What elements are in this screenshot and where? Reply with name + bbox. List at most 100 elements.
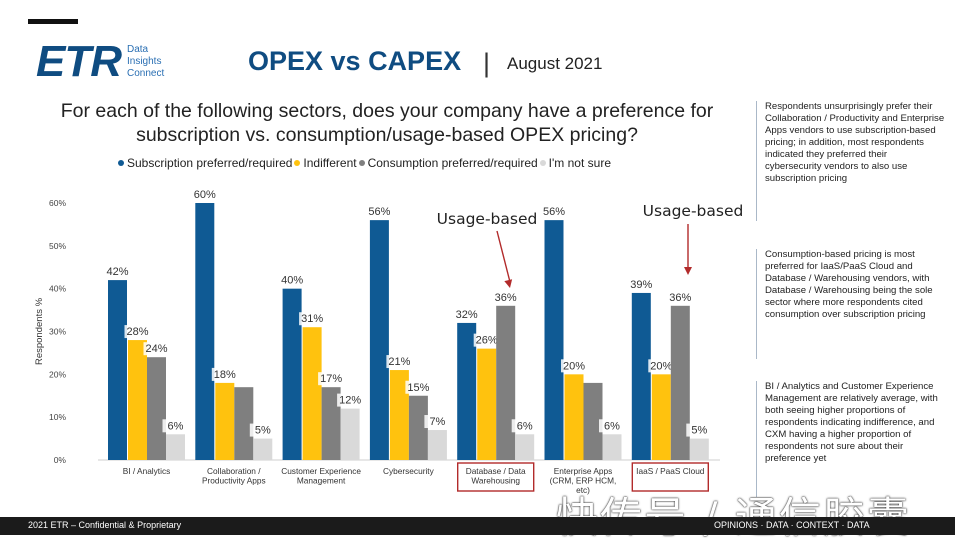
legend-item: Subscription preferred/required (118, 156, 292, 170)
legend-swatch (358, 160, 365, 166)
bar-consumption-preferred-required (234, 387, 254, 460)
data-label: 24% (145, 343, 167, 355)
data-label: 12% (339, 395, 361, 407)
data-label: 39% (630, 279, 652, 291)
data-label-bg (453, 307, 480, 321)
bar-i-m-not-sure (340, 408, 360, 460)
legend-swatch (294, 160, 301, 166)
bar-i-m-not-sure (689, 438, 709, 460)
data-label: 6% (168, 420, 184, 432)
y-tick-label: 20% (49, 369, 66, 379)
bar-subscription-preferred-required (195, 203, 215, 460)
data-label: 26% (476, 335, 498, 347)
data-label-bg (104, 265, 131, 279)
data-label: 6% (517, 420, 533, 432)
data-label-bg (628, 277, 655, 291)
data-label-bg (599, 419, 625, 433)
usage-based-annotation: Usage-based (437, 210, 538, 228)
etr-logo: ETR Data Insights Connect (36, 40, 164, 84)
footer-bar (0, 517, 955, 535)
bar-indifferent (215, 382, 235, 460)
data-label-bg (162, 419, 189, 433)
category-label: Collaboration / (207, 466, 261, 476)
bar-subscription-preferred-required (544, 220, 564, 460)
category-label: (CRM, ERP HCM, (550, 476, 617, 486)
data-label: 18% (214, 369, 236, 381)
annotation-arrow-shaft (496, 230, 511, 283)
y-tick-label: 0% (54, 455, 67, 465)
legend-swatch (539, 160, 546, 166)
data-label-bg (473, 333, 500, 347)
note-subscription: Respondents unsurprisingly prefer their … (756, 101, 945, 221)
grouped-bar-chart: 0% 10% 20% 30% 40% 50% 60% Respondents % 42% 28% 2… (34, 188, 743, 495)
bar-indifferent (302, 327, 322, 460)
data-label: 32% (456, 309, 478, 321)
category-highlight-box (457, 462, 535, 492)
bar-consumption-preferred-required (147, 357, 166, 460)
annotation-arrow-head (684, 267, 692, 275)
slide-date: August 2021 (507, 54, 603, 73)
data-label: 36% (669, 292, 691, 304)
y-tick-label: 40% (49, 284, 66, 294)
bar-subscription-preferred-required (457, 322, 477, 460)
legend-item: I'm not sure (539, 156, 611, 170)
bar-indifferent (651, 374, 671, 460)
bar-subscription-preferred-required (282, 288, 302, 460)
data-label: 40% (281, 275, 303, 287)
bar-i-m-not-sure (602, 434, 622, 460)
y-tick-label: 10% (49, 412, 66, 422)
category-label: Productivity Apps (202, 476, 266, 486)
note-average: BI / Analytics and Customer Experience M… (756, 381, 945, 497)
data-label: 20% (563, 360, 585, 372)
data-label-bg (424, 415, 451, 429)
logo-wordmark: ETR (36, 37, 122, 86)
category-label: Database / Data (466, 466, 526, 476)
bar-i-m-not-sure (253, 438, 273, 460)
logo-tagline-line: Connect (127, 68, 165, 79)
data-label: 56% (543, 206, 565, 218)
bar-consumption-preferred-required (321, 387, 341, 460)
data-label-bg (279, 273, 306, 287)
legend-item: Indifferent (294, 156, 357, 170)
legend-label: Subscription preferred/required (127, 156, 293, 170)
data-label-bg (124, 325, 151, 339)
category-label: BI / Analytics (123, 466, 171, 476)
y-axis-title: Respondents % (34, 297, 45, 365)
data-label: 5% (255, 425, 271, 437)
logo-tagline: Data Insights Connect (127, 44, 164, 80)
bar-consumption-preferred-required (670, 305, 690, 460)
category-label: Cybersecurity (383, 466, 435, 476)
title-separator: | (483, 48, 491, 78)
bar-indifferent (564, 374, 584, 460)
bar-indifferent (128, 340, 147, 460)
data-label-bg (143, 342, 170, 356)
data-label: 56% (368, 206, 390, 218)
note-consumption: Consumption-based pricing is most prefer… (756, 249, 945, 359)
bar-subscription-preferred-required (631, 292, 651, 460)
data-label: 42% (106, 266, 128, 278)
data-label-bg (318, 372, 345, 386)
y-tick-label: 60% (49, 198, 66, 208)
bar-indifferent (477, 348, 497, 460)
data-label: 28% (126, 326, 148, 338)
survey-question: For each of the following sectors, does … (60, 100, 714, 146)
top-accent-bar (28, 19, 78, 24)
data-label-bg (511, 419, 538, 433)
footer-tagline: OPINIONS · DATA · CONTEXT · DATA (714, 520, 870, 530)
data-label-bg (337, 393, 364, 407)
data-label: 15% (407, 382, 429, 394)
data-label: 36% (495, 292, 517, 304)
data-label-bg (648, 359, 675, 373)
data-label: 20% (650, 360, 672, 372)
data-label: 6% (604, 420, 620, 432)
data-label-bg (191, 188, 218, 201)
data-label-bg (366, 205, 393, 219)
annotation-arrow-head (504, 279, 513, 288)
bar-subscription-preferred-required (108, 280, 127, 460)
data-label: 7% (429, 416, 445, 428)
data-label: 21% (388, 356, 410, 368)
data-label-bg (667, 290, 694, 304)
category-label: Management (297, 476, 346, 486)
footer-copyright: 2021 ETR – Confidential & Proprietary (28, 520, 182, 530)
data-label-bg (541, 205, 567, 219)
